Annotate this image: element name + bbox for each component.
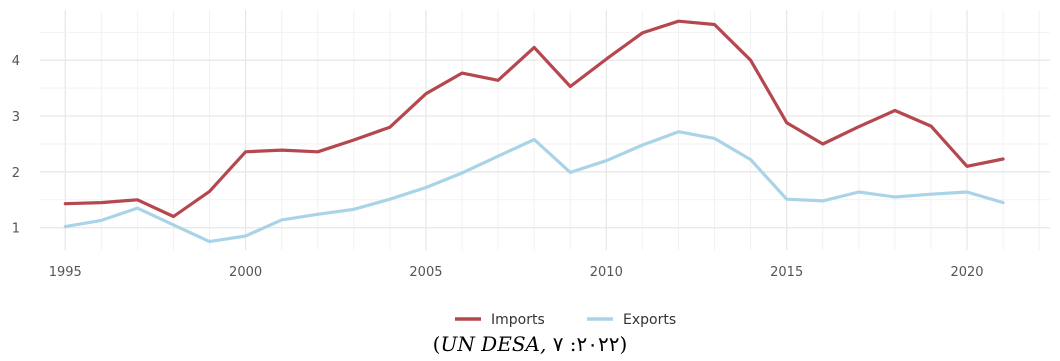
y-tick-label: 3 — [12, 110, 20, 125]
line-chart: 1 2 3 4 1995 2000 2005 2010 2015 2020 Imports Exp… — [12, 10, 1050, 328]
x-tick-label: 2000 — [229, 265, 262, 280]
x-tick-label: 2010 — [590, 265, 623, 280]
series-line-exports — [63, 130, 1005, 244]
y-tick-label: 2 — [12, 166, 20, 181]
series-lines — [63, 19, 1005, 244]
caption-open: ( — [432, 332, 441, 356]
legend: Imports Exports — [455, 312, 676, 328]
x-tick-label: 1995 — [49, 265, 82, 280]
y-tick-label: 1 — [12, 222, 20, 237]
caption-source: UN DESA, — [440, 332, 547, 356]
y-tick-label: 4 — [12, 54, 20, 69]
legend-label-exports: Exports — [623, 312, 676, 328]
y-axis-ticks: 1 2 3 4 — [12, 54, 20, 236]
x-tick-label: 2005 — [409, 265, 442, 280]
source-caption: (UN DESA, ٢٠٢٢: ٧) — [0, 332, 1060, 356]
series-line-imports — [63, 19, 1005, 219]
legend-label-imports: Imports — [491, 312, 545, 328]
x-tick-label: 2020 — [950, 265, 983, 280]
x-tick-label: 2015 — [770, 265, 803, 280]
x-axis-ticks: 1995 2000 2005 2010 2015 2020 — [49, 265, 984, 280]
grid-lines — [40, 10, 1050, 250]
caption-year-page: ٢٠٢٢: ٧ — [546, 332, 620, 356]
caption-close: ) — [619, 332, 628, 356]
